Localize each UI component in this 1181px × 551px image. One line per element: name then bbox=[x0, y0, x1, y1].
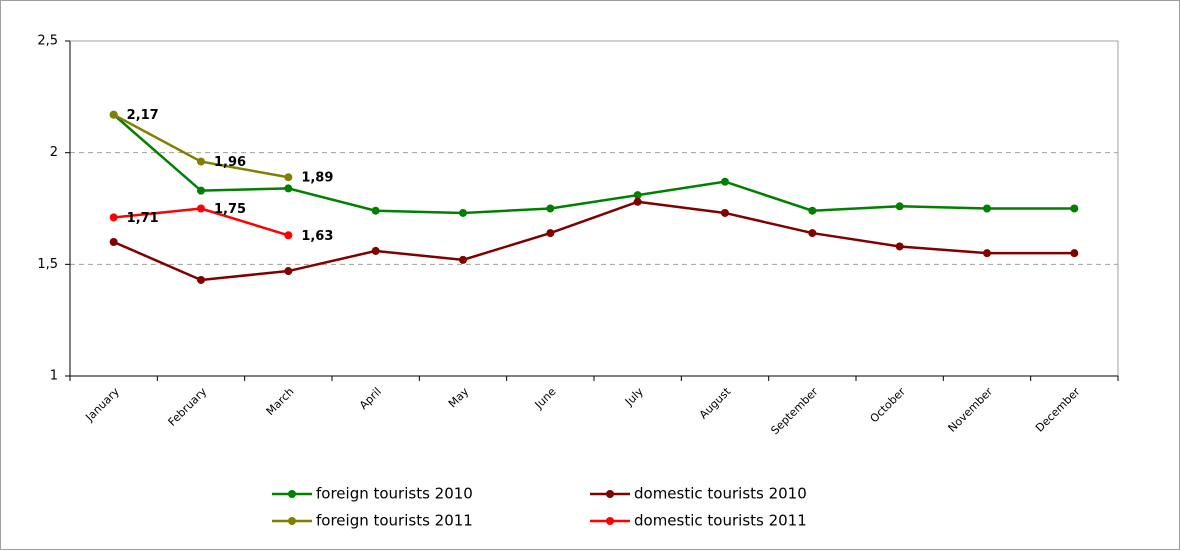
data-label: 1,75 bbox=[214, 202, 246, 217]
marker bbox=[633, 197, 642, 206]
marker bbox=[983, 204, 991, 213]
marker bbox=[721, 208, 729, 217]
data-label: 1,71 bbox=[127, 211, 159, 226]
data-label: 1,96 bbox=[214, 155, 246, 170]
legend-marker bbox=[606, 517, 614, 525]
marker bbox=[983, 249, 991, 258]
marker bbox=[197, 157, 205, 166]
y-tick-label: 2 bbox=[50, 145, 58, 160]
data-label: 1,89 bbox=[301, 171, 333, 186]
marker bbox=[1070, 249, 1079, 258]
legend-marker bbox=[288, 490, 296, 498]
marker bbox=[284, 184, 293, 193]
data-label: 2,17 bbox=[127, 108, 159, 123]
marker bbox=[1070, 204, 1079, 213]
marker bbox=[197, 204, 205, 213]
y-tick-label: 2,5 bbox=[37, 34, 58, 49]
y-tick-label: 1 bbox=[50, 369, 58, 384]
data-label: 1,63 bbox=[301, 229, 333, 244]
marker bbox=[371, 246, 380, 255]
marker bbox=[808, 206, 817, 215]
y-tick-label: 1,5 bbox=[37, 257, 58, 272]
legend-label: domestic tourists 2010 bbox=[634, 485, 807, 503]
marker bbox=[546, 229, 555, 238]
marker bbox=[459, 255, 467, 264]
marker bbox=[459, 208, 467, 217]
marker bbox=[371, 206, 380, 215]
legend-label: domestic tourists 2011 bbox=[634, 512, 807, 530]
marker bbox=[109, 238, 118, 246]
series-line bbox=[112, 113, 1075, 215]
marker bbox=[808, 229, 817, 238]
series-line bbox=[113, 200, 1075, 282]
legend-label: foreign tourists 2010 bbox=[316, 485, 473, 503]
marker bbox=[721, 177, 729, 186]
marker bbox=[284, 267, 293, 276]
marker bbox=[633, 191, 642, 200]
legend-marker bbox=[288, 517, 296, 525]
marker bbox=[284, 173, 293, 182]
marker bbox=[197, 186, 205, 195]
marker bbox=[284, 231, 293, 240]
legend-label: foreign tourists 2011 bbox=[316, 512, 473, 530]
marker bbox=[895, 202, 904, 211]
marker bbox=[109, 213, 118, 222]
marker bbox=[895, 242, 904, 251]
marker bbox=[546, 204, 555, 213]
marker bbox=[197, 275, 205, 284]
legend-marker bbox=[606, 490, 614, 498]
marker bbox=[109, 110, 118, 119]
